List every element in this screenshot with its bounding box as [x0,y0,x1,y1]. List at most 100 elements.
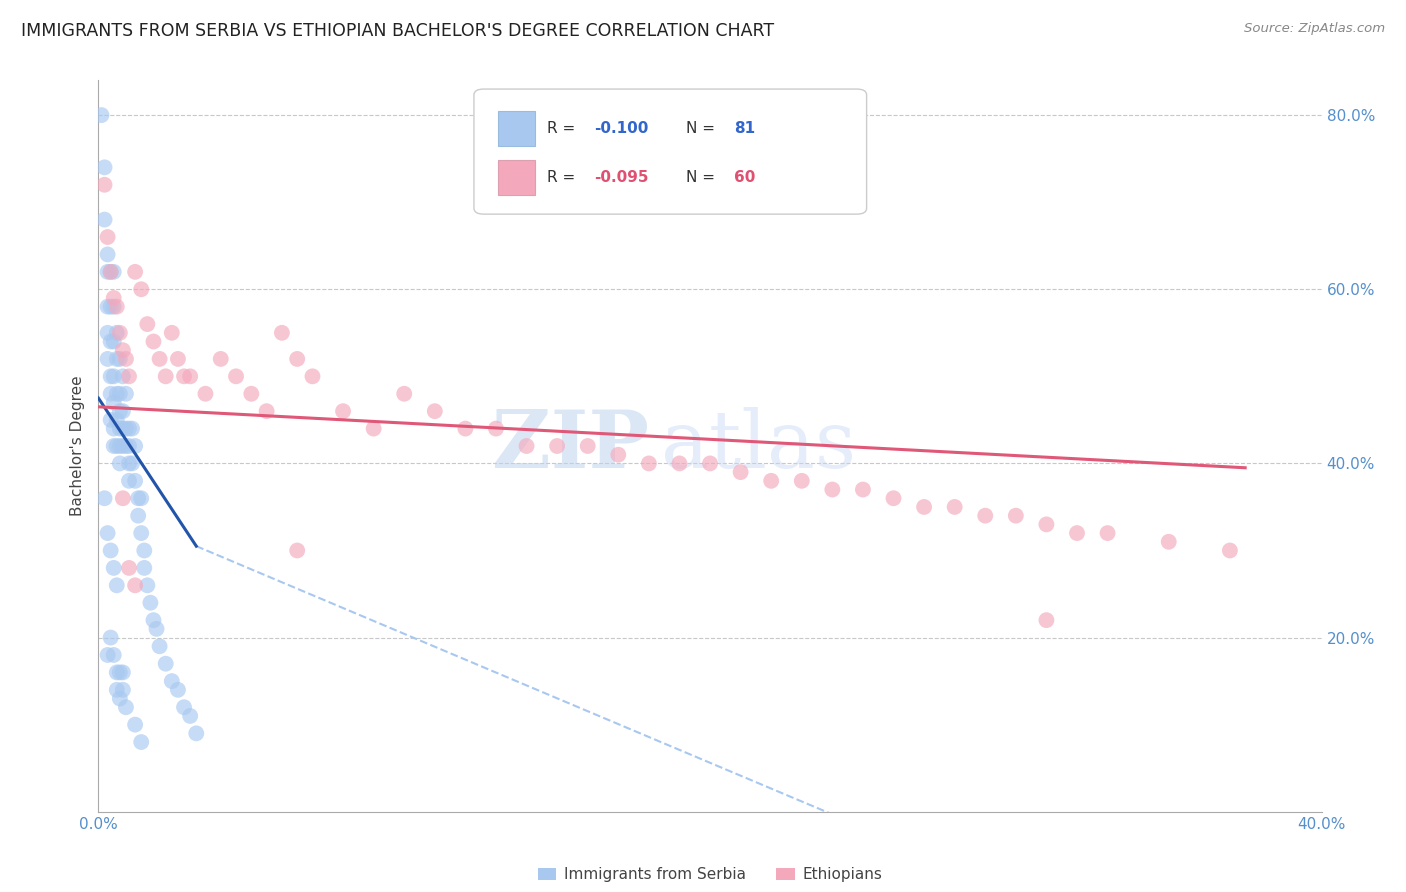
Point [105,682,128,697]
Point [285,351,308,366]
Bar [498,111,536,146]
Point [167,351,190,366]
Point [115,386,138,401]
Bar [498,160,536,195]
Point [363,421,385,435]
Point [121,421,143,435]
Point [1157,534,1180,549]
Point [111,491,134,506]
Legend: Immigrants from Serbia, Ethiopians: Immigrants from Serbia, Ethiopians [531,861,889,888]
Point [105,413,128,427]
Point [103,561,125,575]
Point [179,369,201,384]
Point [108,439,131,453]
Point [1219,543,1241,558]
Point [100,334,122,349]
Point [139,596,162,610]
Point [173,700,195,714]
Point [129,735,152,749]
Point [100,413,122,427]
Text: -0.095: -0.095 [593,170,648,185]
Point [97,648,120,662]
Text: ZIP: ZIP [492,407,650,485]
Point [97,351,120,366]
Point [108,665,131,680]
Point [105,326,128,340]
Point [105,439,128,453]
Point [332,404,354,418]
Text: 60: 60 [734,170,756,185]
Point [103,334,125,349]
Point [1004,508,1026,523]
Point [270,326,292,340]
Point [256,404,278,418]
Point [118,474,141,488]
Point [100,631,122,645]
Point [852,483,875,497]
Y-axis label: Bachelor's Degree: Bachelor's Degree [70,376,86,516]
Point [97,247,120,261]
Point [115,351,138,366]
Point [129,282,152,296]
Text: N =: N = [686,121,720,136]
Point [97,230,120,244]
Point [97,265,120,279]
Point [160,674,183,689]
Point [1097,526,1119,541]
Point [136,578,159,592]
Point [100,543,122,558]
Text: R =: R = [547,170,581,185]
Point [100,369,122,384]
Text: Source: ZipAtlas.com: Source: ZipAtlas.com [1244,22,1385,36]
Point [155,369,177,384]
FancyBboxPatch shape [474,89,866,214]
Point [100,265,122,279]
Point [124,717,146,731]
Point [423,404,446,418]
Point [111,439,134,453]
Point [93,491,115,506]
Point [607,448,630,462]
Point [111,421,134,435]
Point [179,709,201,723]
Point [97,300,120,314]
Point [115,439,138,453]
Point [100,265,122,279]
Point [821,483,844,497]
Point [160,326,183,340]
Point [108,386,131,401]
Point [105,351,128,366]
Point [759,474,782,488]
Point [108,457,131,471]
Point [149,351,172,366]
Point [118,561,141,575]
Point [111,343,134,358]
Point [124,474,146,488]
Text: atlas: atlas [661,407,856,485]
Point [108,326,131,340]
Point [392,386,416,401]
Point [118,457,141,471]
Point [93,212,115,227]
Point [225,369,247,384]
Text: N =: N = [686,170,720,185]
Text: 81: 81 [734,121,755,136]
Point [103,291,125,305]
Point [103,369,125,384]
Point [790,474,813,488]
Point [155,657,177,671]
Point [108,421,131,435]
Point [145,622,167,636]
Point [149,640,172,654]
Point [974,508,997,523]
Point [637,457,661,471]
Point [124,439,146,453]
Point [108,351,131,366]
Point [301,369,323,384]
Point [108,691,131,706]
Point [124,578,146,592]
Point [943,500,966,514]
Point [129,491,152,506]
Point [142,613,165,627]
Point [111,404,134,418]
